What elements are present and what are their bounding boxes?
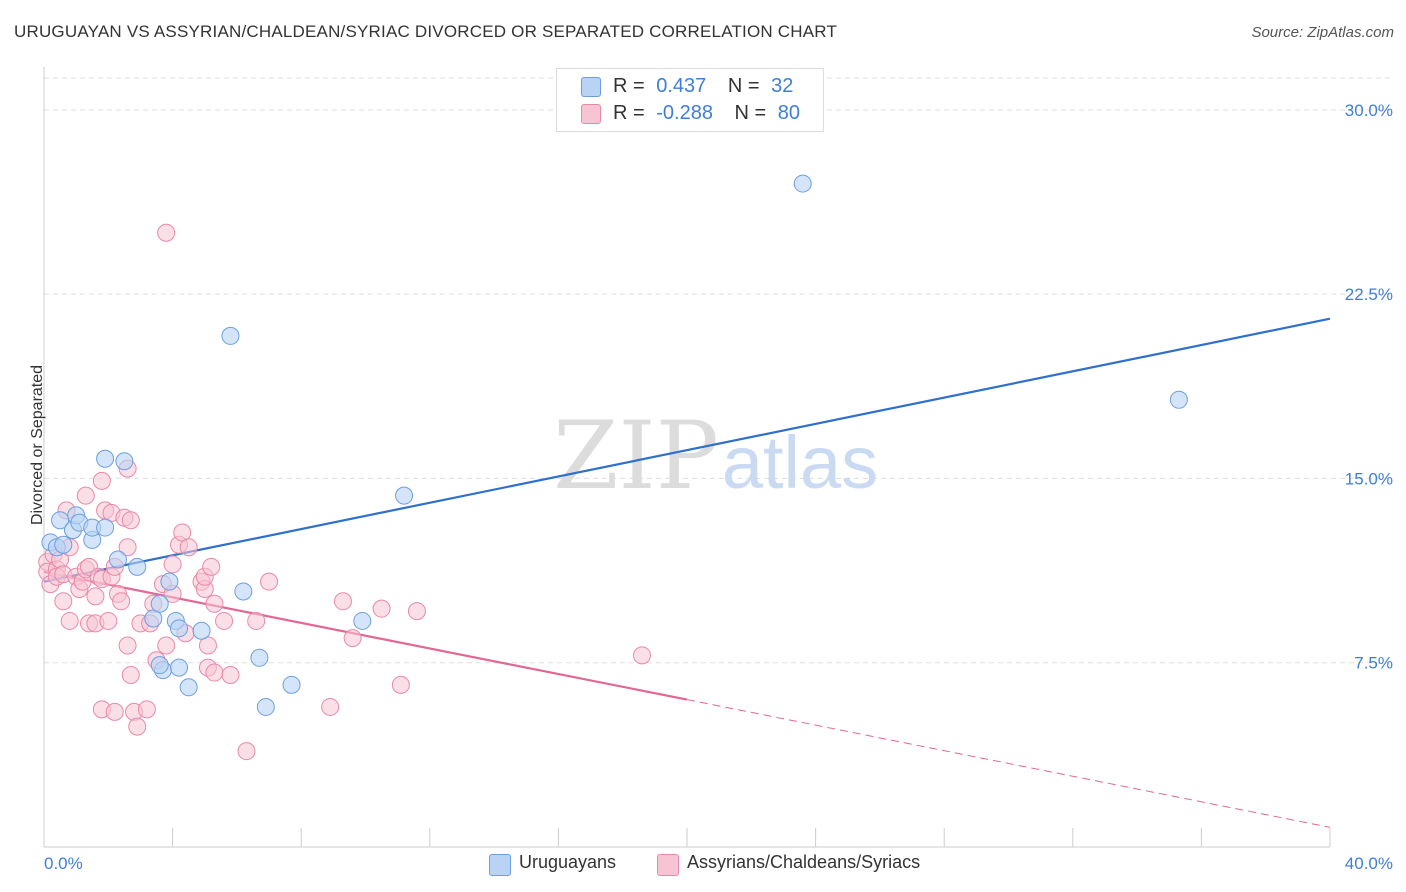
assyrians-point xyxy=(128,717,147,736)
grid-lines xyxy=(44,77,1392,664)
uruguayans-legend-swatch xyxy=(489,854,511,876)
y-tick-label: 22.5% xyxy=(1345,285,1393,304)
assyrians-point xyxy=(343,629,362,648)
assyrians-swatch xyxy=(581,104,601,124)
assyrians-trend-extension xyxy=(686,699,1331,828)
uruguayans-point xyxy=(54,535,73,554)
assyrians-point xyxy=(118,538,137,557)
uruguayans-point xyxy=(234,582,253,601)
assyrians-point xyxy=(391,675,410,694)
assyrians-legend-swatch xyxy=(657,854,679,876)
assyrians-point xyxy=(372,599,391,618)
assyrians-point xyxy=(157,636,176,655)
n-label: N = xyxy=(734,102,767,124)
assyrians-point xyxy=(137,700,156,719)
r-label: R = xyxy=(613,102,645,124)
assyrians-point xyxy=(237,742,256,761)
uruguayans-point xyxy=(96,449,115,468)
watermark: ZIP atlas xyxy=(553,402,878,511)
uruguayans-point xyxy=(108,550,127,569)
legend-label-assyrians: Assyrians/Chaldeans/Syriacs xyxy=(687,852,921,872)
uruguayans-trend-line xyxy=(43,317,1331,583)
uruguayans-point xyxy=(179,678,198,697)
n-value: 80 xyxy=(777,102,801,124)
assyrians-point xyxy=(205,663,224,682)
assyrians-point xyxy=(202,557,221,576)
assyrians-point xyxy=(157,223,176,242)
assyrians-point xyxy=(333,592,352,611)
assyrians-point xyxy=(86,587,105,606)
assyrians-point xyxy=(321,697,340,716)
assyrians-point xyxy=(260,572,279,591)
uruguayans-point xyxy=(353,611,372,630)
y-tick-label: 15.0% xyxy=(1345,469,1393,488)
y-axis-label: Divorced or Separated xyxy=(29,364,46,526)
x-tick-label: 0.0% xyxy=(44,854,83,873)
r-label: R = xyxy=(613,75,645,97)
uruguayans-swatch xyxy=(581,77,601,97)
assyrians-point xyxy=(632,646,651,665)
assyrians-point xyxy=(99,611,118,630)
uruguayans-point xyxy=(96,518,115,537)
uruguayans-point xyxy=(150,656,169,675)
uruguayans-point xyxy=(221,326,240,345)
y-tick-label: 7.5% xyxy=(1354,654,1393,673)
source-attribution: Source: ZipAtlas.com xyxy=(1251,24,1394,41)
assyrians-point xyxy=(121,511,140,530)
uruguayans-point xyxy=(170,619,189,638)
assyrians-point xyxy=(179,538,198,557)
uruguayans-point xyxy=(150,594,169,613)
assyrians-point xyxy=(60,611,79,630)
x-tick-label: 40.0% xyxy=(1345,854,1393,873)
watermark-atlas: atlas xyxy=(722,421,878,504)
uruguayans-point xyxy=(128,557,147,576)
tick-labels: 7.5% 15.0% 22.5% 30.0% 0.0% 40.0% xyxy=(44,101,1393,873)
uruguayans-point xyxy=(250,648,269,667)
assyrians-point xyxy=(76,486,95,505)
uruguayans-point xyxy=(395,486,414,505)
assyrians-point xyxy=(118,636,137,655)
data-points xyxy=(38,174,1188,761)
uruguayans-point xyxy=(192,621,211,640)
assyrians-point xyxy=(54,592,73,611)
assyrians-point xyxy=(247,611,266,630)
trend-lines xyxy=(43,317,1331,828)
assyrians-trend-line xyxy=(43,570,688,701)
assyrians-point xyxy=(205,594,224,613)
uruguayans-point xyxy=(170,658,189,677)
assyrians-point xyxy=(163,555,182,574)
n-value: 32 xyxy=(771,75,794,97)
uruguayans-point xyxy=(115,452,134,471)
assyrians-point xyxy=(221,666,240,684)
uruguayans-point xyxy=(256,697,275,716)
n-label: N = xyxy=(727,75,760,97)
uruguayans-point xyxy=(793,174,812,193)
assyrians-point xyxy=(92,471,111,490)
assyrians-point xyxy=(105,702,124,721)
series-legend: Uruguayans Assyrians/Chaldeans/Syriacs xyxy=(0,852,1406,878)
axes xyxy=(43,67,1331,848)
assyrians-point xyxy=(121,666,140,684)
y-tick-label: 30.0% xyxy=(1345,101,1393,120)
legend-label-uruguayans: Uruguayans xyxy=(519,852,617,872)
r-value: -0.288 xyxy=(656,102,713,124)
uruguayans-point xyxy=(1169,390,1188,409)
assyrians-point xyxy=(112,592,131,611)
uruguayans-point xyxy=(282,675,301,694)
r-value: 0.437 xyxy=(656,75,707,97)
watermark-zip: ZIP xyxy=(553,402,719,511)
chart-title: URUGUAYAN VS ASSYRIAN/CHALDEAN/SYRIAC DI… xyxy=(14,22,838,41)
assyrians-point xyxy=(407,602,426,621)
uruguayans-point xyxy=(160,572,179,591)
stats-legend: R = 0.437 N = 32 R = -0.288 N = 80 xyxy=(556,68,824,132)
assyrians-point xyxy=(215,611,234,630)
uruguayans-point xyxy=(51,511,70,530)
